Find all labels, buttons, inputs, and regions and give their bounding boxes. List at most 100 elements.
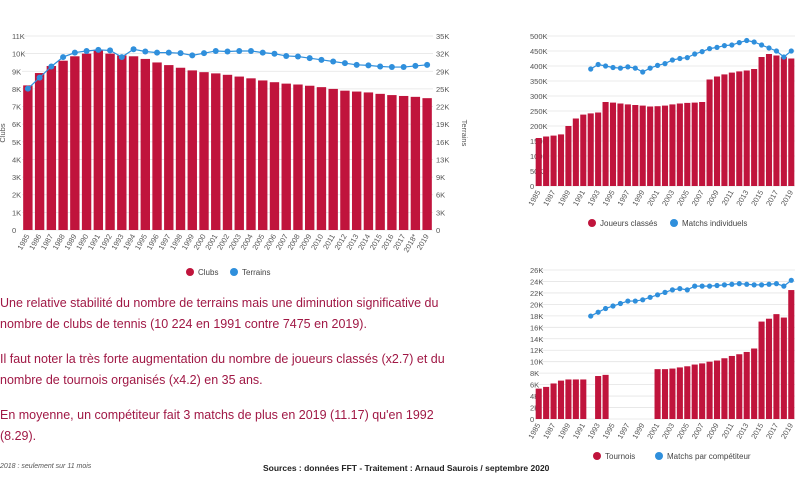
x-tick-label: 2005 (675, 422, 691, 441)
x-tick-label: 2015 (749, 189, 765, 208)
y-tick-label: 24K (530, 277, 543, 286)
x-tick-label: 2015 (749, 422, 765, 441)
x-tick-label: 1997 (615, 422, 631, 441)
y-tick-label: 350K (530, 77, 548, 86)
y-tick-label: 20K (530, 300, 543, 309)
y2-axis-title: Terrains (460, 120, 469, 147)
bar-clubs (152, 62, 162, 230)
point-matchs-par-compétiteur (766, 281, 772, 287)
legend-swatch (655, 452, 663, 460)
x-tick-label: 2019 (415, 233, 431, 252)
bar-joueurs-classés (609, 102, 617, 186)
point-terrains (177, 50, 184, 57)
y-tick-label: 6K (530, 381, 539, 390)
bar-tournois (728, 355, 735, 419)
bar-joueurs-classés (602, 102, 609, 186)
point-matchs-par-compétiteur (640, 297, 646, 303)
point-matchs-individuels (721, 43, 728, 49)
note-growth: Il faut noter la très forte augmentation… (0, 352, 445, 387)
x-tick-label: 2011 (720, 189, 736, 207)
point-matchs-par-compétiteur (773, 281, 780, 287)
bar-tournois (535, 388, 542, 419)
point-terrains (71, 49, 78, 56)
point-terrains (236, 47, 243, 54)
point-terrains (400, 64, 407, 71)
x-tick-label: 2003 (660, 189, 676, 208)
y-tick-label: 200K (530, 122, 548, 131)
bar-joueurs-classés (587, 113, 594, 186)
point-matchs-individuels (595, 61, 601, 68)
bar-clubs (328, 88, 338, 230)
point-terrains (118, 54, 125, 61)
point-terrains (247, 47, 254, 54)
bar-tournois (602, 374, 609, 419)
point-terrains (95, 46, 102, 53)
bar-clubs (363, 92, 374, 230)
x-tick-label: 2017 (764, 189, 780, 208)
sources-credit: Sources : données FFT - Traitement : Arn… (263, 463, 550, 473)
x-tick-label: 1993 (586, 422, 602, 441)
x-tick-label: 1999 (630, 189, 646, 208)
y-tick-label: 6K (12, 120, 21, 129)
y2-tick-label: 3K (436, 208, 445, 217)
x-tick-label: 2013 (734, 422, 750, 441)
point-matchs-par-compétiteur (632, 298, 638, 304)
bar-clubs (234, 76, 244, 231)
point-terrains (271, 50, 278, 57)
y-tick-label: 0 (530, 415, 534, 424)
bar-joueurs-classés (736, 71, 743, 186)
bar-clubs (211, 73, 221, 230)
point-matchs-individuels (640, 69, 646, 75)
y-tick-label: 16K (530, 323, 543, 332)
y-tick-label: 0 (530, 182, 534, 191)
x-tick-label: 1987 (541, 422, 557, 441)
point-terrains (306, 55, 313, 62)
point-matchs-individuels (788, 48, 794, 54)
y-tick-label: 4K (530, 392, 539, 401)
bar-clubs (117, 55, 127, 231)
y-tick-label: 2K (530, 404, 539, 413)
point-terrains (212, 47, 219, 54)
bar-clubs (281, 83, 291, 230)
bar-joueurs-classés (639, 105, 646, 186)
legend-swatch (186, 268, 194, 276)
bar-joueurs-classés (557, 134, 565, 186)
bar-clubs (375, 93, 385, 230)
x-tick-label: 2003 (660, 422, 676, 441)
legend-label: Tournois (605, 452, 635, 461)
bar-joueurs-classés (543, 136, 550, 186)
bar-joueurs-classés (758, 57, 765, 186)
y-tick-label: 22K (530, 289, 543, 298)
point-matchs-individuels (602, 63, 609, 69)
legend-label: Terrains (242, 268, 270, 277)
point-matchs-par-compétiteur (692, 283, 698, 289)
point-terrains (259, 49, 266, 56)
bar-tournois (736, 354, 743, 419)
bar-joueurs-classés (572, 118, 579, 186)
legend-swatch (593, 452, 601, 460)
point-matchs-individuels (766, 45, 772, 51)
y-tick-label: 5K (12, 138, 21, 147)
point-matchs-individuels (669, 57, 676, 63)
bar-tournois (654, 369, 661, 419)
bar-clubs (398, 95, 409, 230)
legend-swatch (588, 219, 596, 227)
bar-clubs (105, 53, 115, 230)
point-terrains (24, 85, 31, 92)
bar-clubs (58, 60, 68, 230)
bar-tournois (758, 321, 765, 419)
bar-joueurs-classés (535, 138, 542, 186)
point-matchs-par-compétiteur (647, 294, 653, 300)
point-matchs-individuels (758, 42, 765, 48)
x-tick-label: 1991 (571, 422, 587, 441)
legend-label: Matchs par compétiteur (667, 452, 751, 461)
x-tick-label: 2019 (779, 422, 795, 441)
point-terrains (330, 58, 337, 65)
point-terrains (412, 62, 419, 69)
y2-tick-label: 19K (436, 120, 449, 129)
point-matchs-individuels (699, 49, 705, 55)
bar-joueurs-classés (699, 102, 706, 186)
line-matchs-individuels (590, 39, 792, 73)
bar-tournois (557, 380, 565, 419)
